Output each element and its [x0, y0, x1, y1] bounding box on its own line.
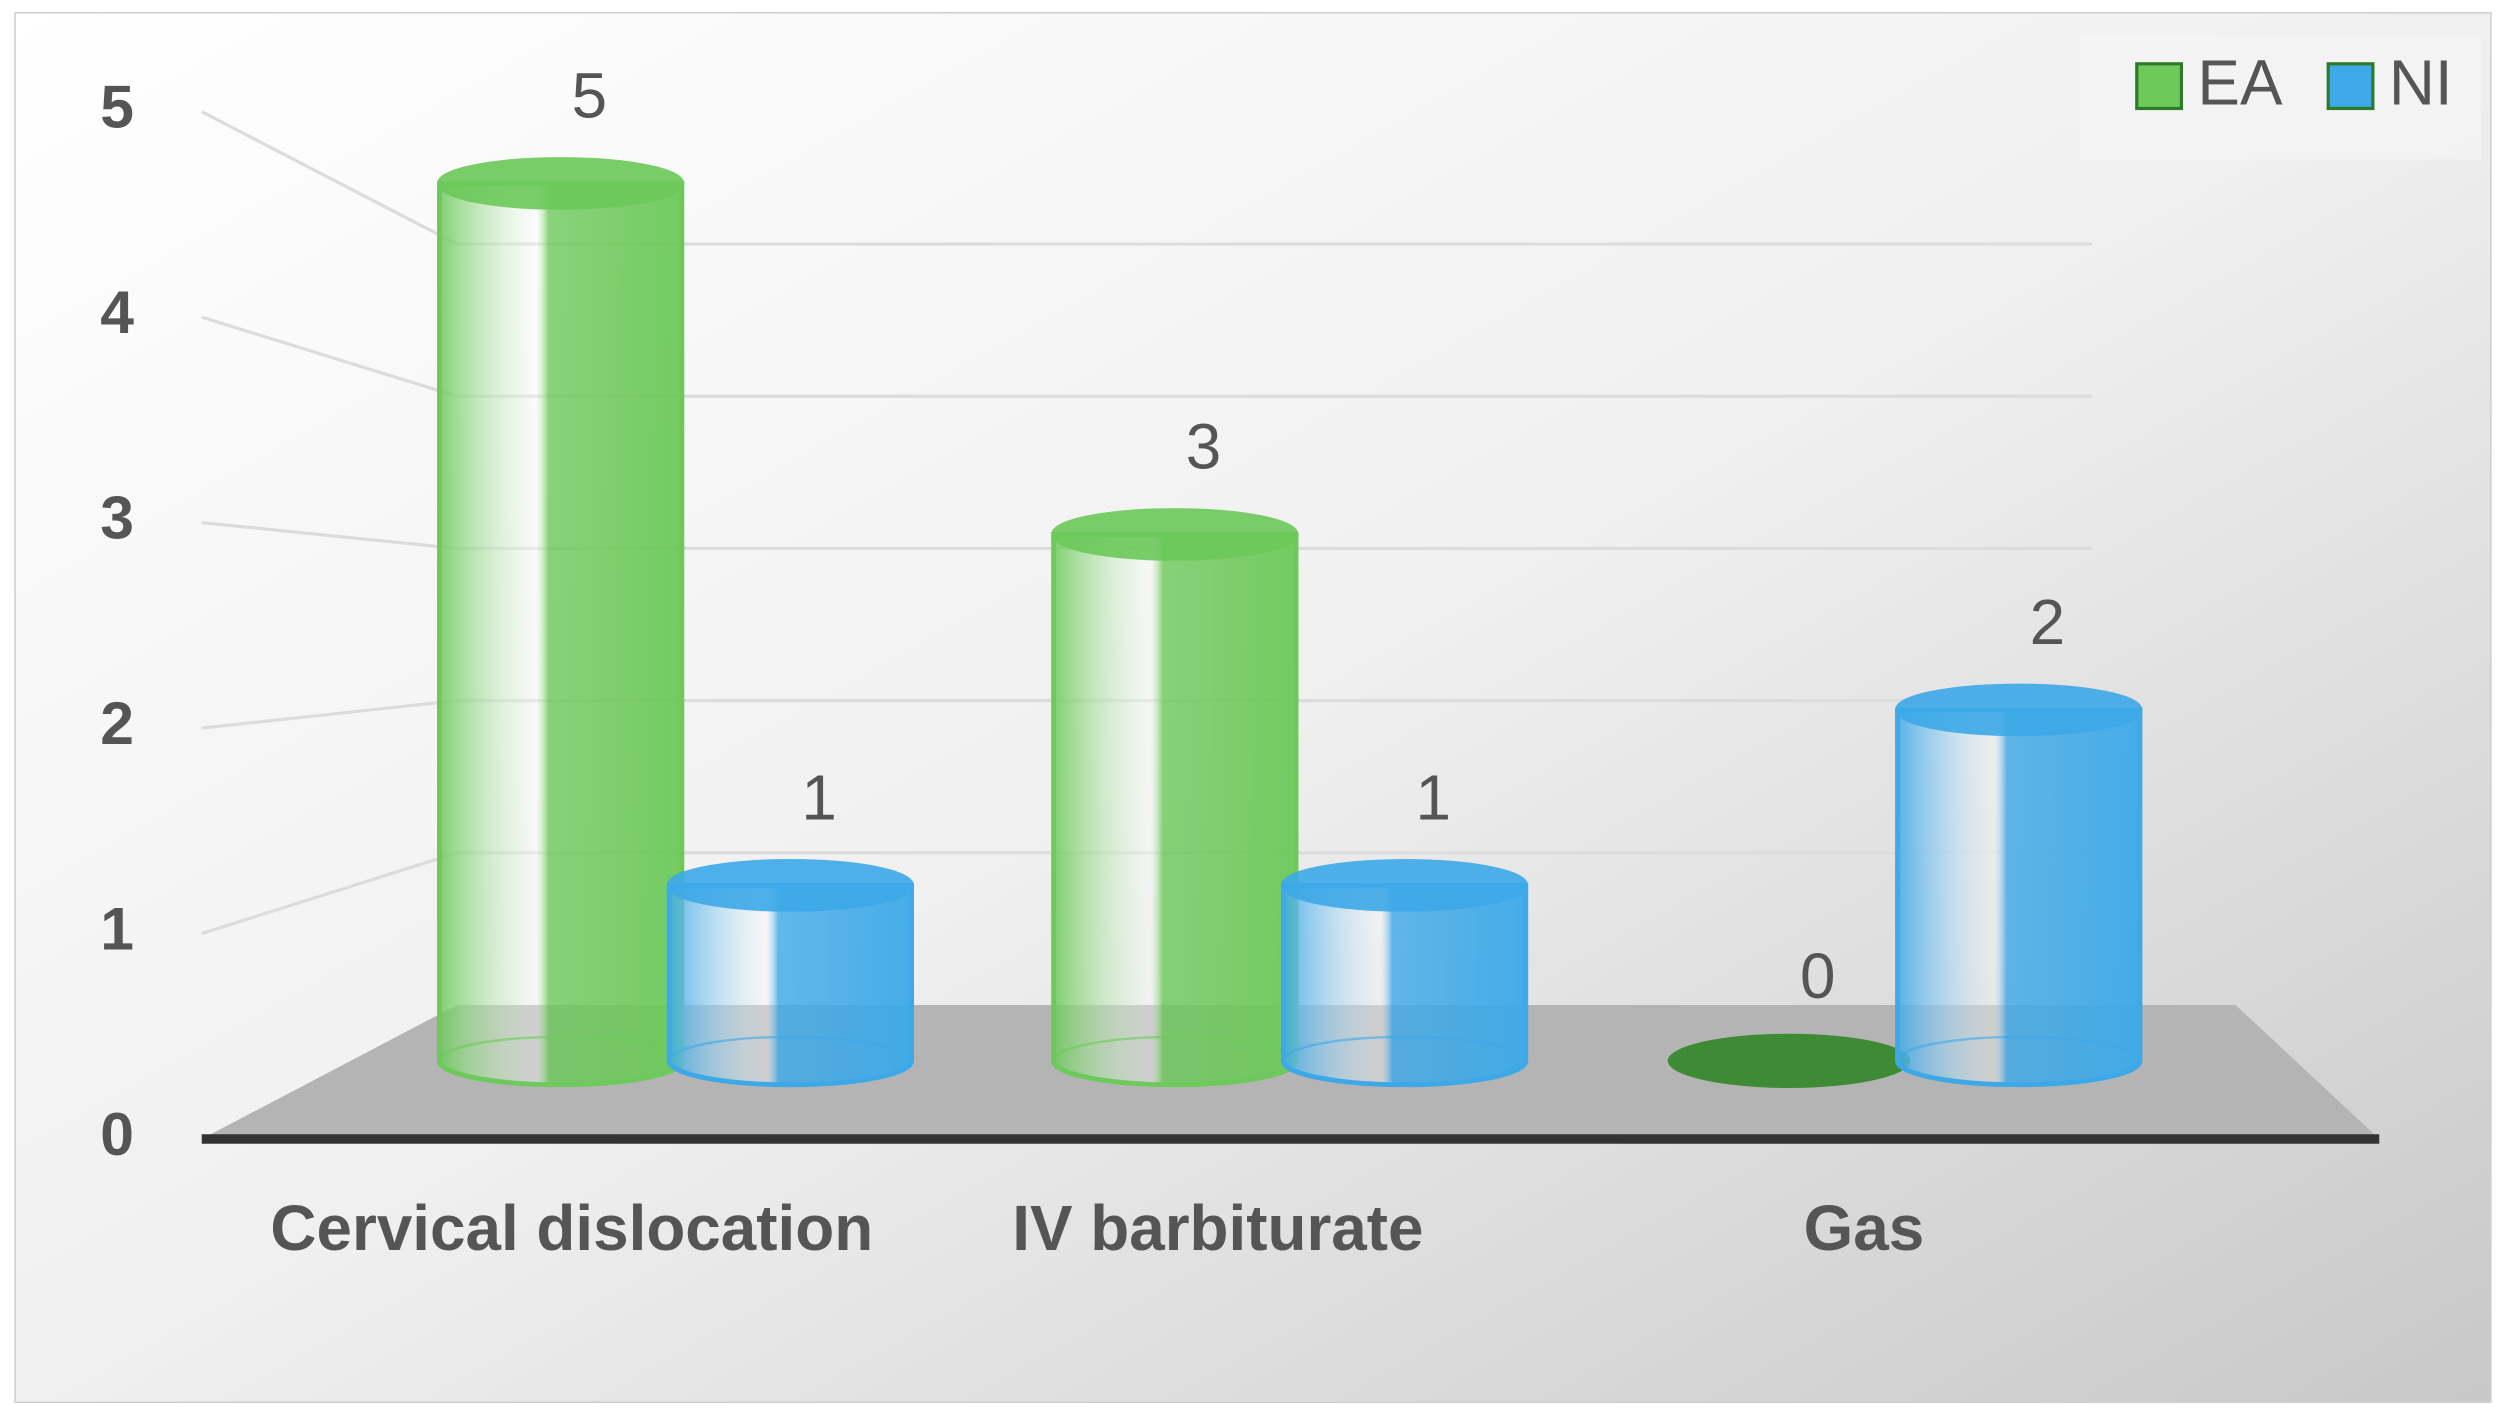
legend-swatch	[2326, 62, 2375, 111]
value-label: 1	[801, 761, 836, 833]
value-label: 1	[1416, 761, 1451, 833]
y-tick-label: 4	[100, 278, 134, 346]
bar-bottom	[1282, 1035, 1527, 1086]
bar-bottom	[1896, 1035, 2142, 1086]
bar-top	[1051, 508, 1299, 561]
bar-body	[666, 882, 915, 1088]
y-tick-label: 0	[100, 1100, 134, 1168]
value-label: 2	[2030, 586, 2065, 658]
bar-base	[1667, 1033, 1911, 1088]
legend-swatch	[2135, 62, 2184, 111]
bar-body	[1895, 707, 2143, 1088]
bar-bottom	[667, 1035, 913, 1086]
value-label: 5	[572, 59, 607, 131]
bar	[1667, 1033, 1911, 1088]
bar	[666, 859, 915, 1088]
bar-top	[1895, 683, 2143, 737]
legend-label: EA	[2197, 47, 2283, 119]
bar	[1280, 859, 1529, 1088]
y-tick-label: 1	[100, 895, 134, 963]
bar-body	[1051, 532, 1299, 1088]
bar-top	[666, 859, 915, 912]
bar	[1051, 508, 1299, 1088]
bar	[437, 157, 685, 1088]
bar-top	[1280, 859, 1529, 912]
x-tick-label: IV barbiturate	[1012, 1192, 1423, 1264]
legend-label: NI	[2389, 47, 2453, 119]
bar	[1895, 683, 2143, 1088]
x-tick-label: Gas	[1804, 1192, 1925, 1264]
value-label: 3	[1186, 410, 1221, 482]
y-tick-label: 2	[100, 689, 134, 757]
bar-top	[437, 157, 685, 210]
y-tick-label: 3	[100, 484, 134, 552]
y-tick-label: 5	[100, 73, 134, 141]
bar-body	[437, 181, 685, 1088]
bar-body	[1280, 882, 1529, 1088]
x-tick-label: Cervical dislocation	[270, 1192, 873, 1264]
value-label: 0	[1800, 940, 1835, 1012]
